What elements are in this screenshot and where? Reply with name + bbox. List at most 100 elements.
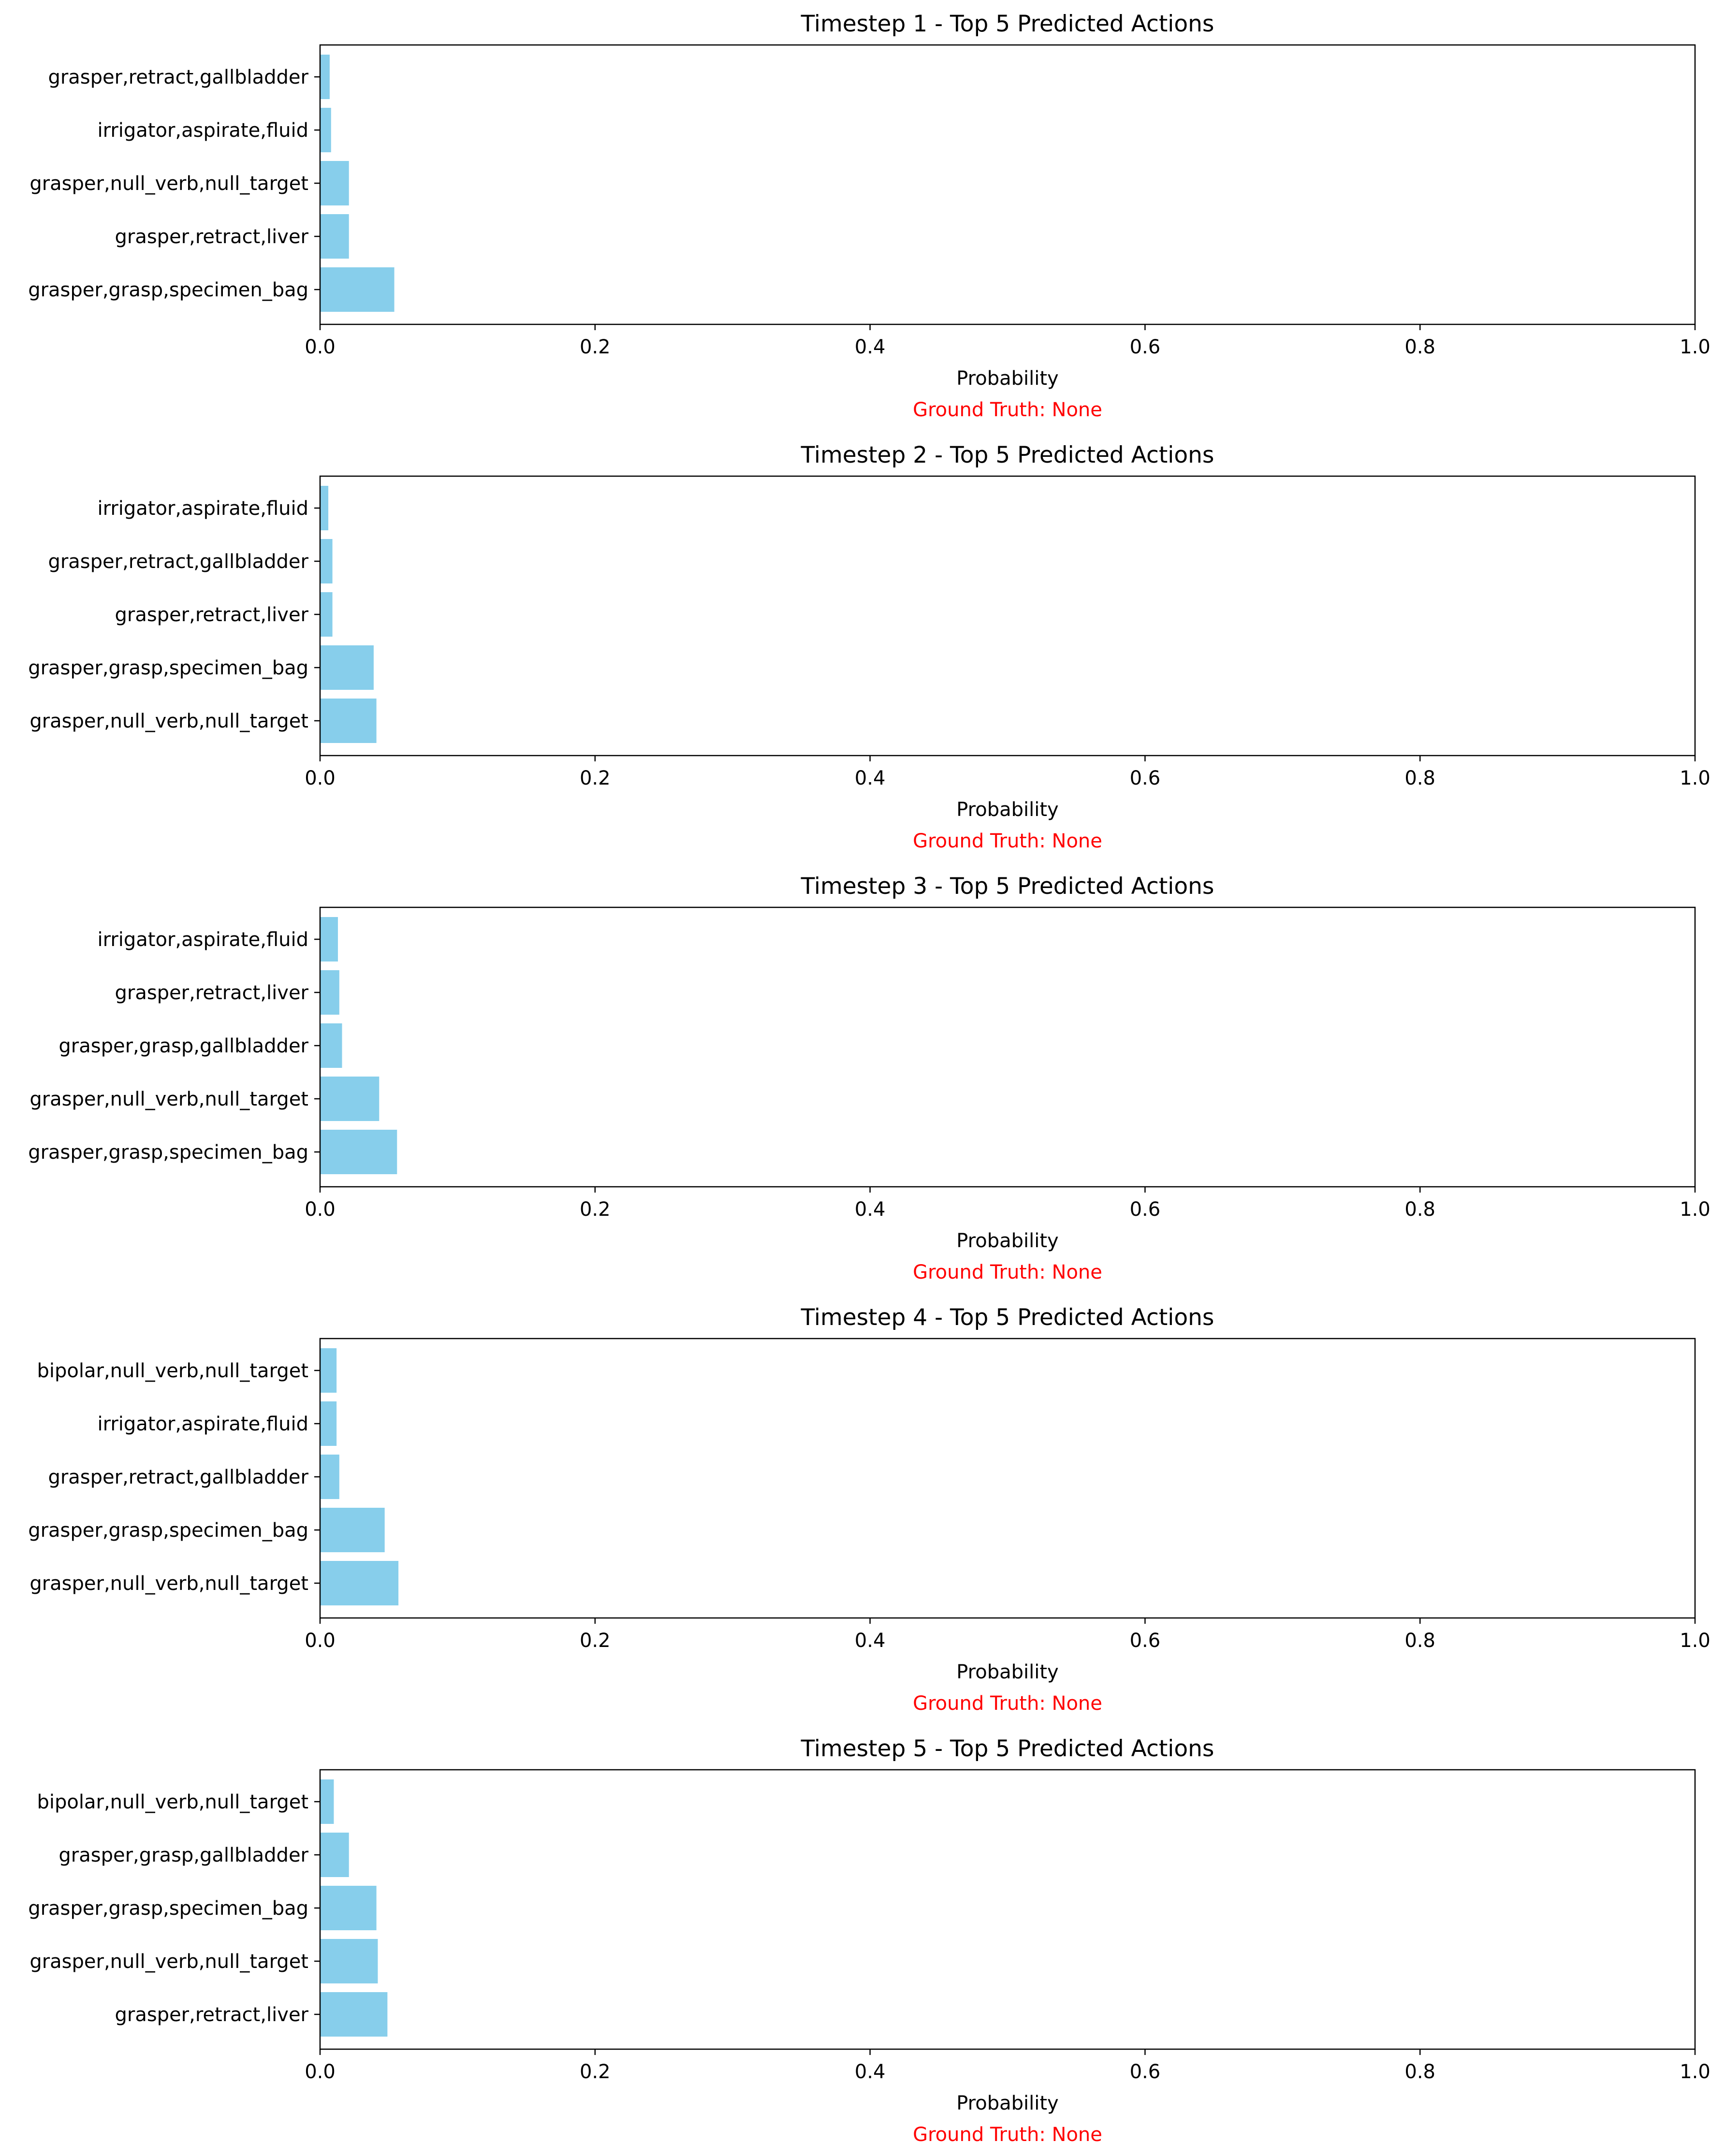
ground-truth-annotation: Ground Truth: None: [913, 399, 1102, 421]
x-tick-label: 0.8: [1404, 1630, 1435, 1652]
y-tick-label: grasper,retract,liver: [115, 226, 308, 248]
y-tick-label: grasper,retract,liver: [115, 2004, 308, 2026]
x-tick-label: 0.2: [580, 2061, 611, 2083]
x-tick-label: 0.6: [1130, 336, 1161, 358]
ground-truth-annotation: Ground Truth: None: [913, 2124, 1102, 2146]
axes-frame: [319, 475, 1696, 757]
x-tick-label: 0.4: [855, 1630, 886, 1652]
y-tick-label: bipolar,null_verb,null_target: [37, 1791, 308, 1813]
y-tick-label: irrigator,aspirate,fluid: [97, 929, 308, 951]
x-tick-label: 0.8: [1404, 336, 1435, 358]
axes-frame: [319, 1769, 1696, 2050]
bar: [320, 1401, 337, 1446]
x-tick-label: 0.6: [1130, 767, 1161, 789]
bar: [320, 1779, 334, 1824]
y-tick-label: irrigator,aspirate,fluid: [97, 1413, 308, 1435]
x-tick-label: 0.6: [1130, 2061, 1161, 2083]
x-tick-label: 0.2: [580, 1630, 611, 1652]
x-tick-label: 0.0: [305, 2061, 336, 2083]
x-tick-label: 1.0: [1680, 767, 1710, 789]
bar: [320, 699, 377, 743]
x-tick-label: 0.0: [305, 336, 336, 358]
bar: [320, 55, 330, 99]
x-tick-label: 1.0: [1680, 336, 1710, 358]
x-tick-label: 0.6: [1130, 1630, 1161, 1652]
x-tick-label: 1.0: [1680, 1630, 1710, 1652]
x-tick-label: 0.0: [305, 1630, 336, 1652]
y-tick-label: grasper,grasp,gallbladder: [58, 1035, 308, 1057]
y-tick-label: grasper,retract,gallbladder: [48, 66, 308, 88]
y-tick-label: grasper,null_verb,null_target: [29, 1088, 308, 1110]
y-tick-label: grasper,null_verb,null_target: [29, 710, 308, 732]
bar: [320, 214, 349, 259]
bar: [320, 539, 333, 583]
y-tick-label: irrigator,aspirate,fluid: [97, 119, 308, 142]
bar: [320, 1833, 349, 1877]
bar: [320, 267, 395, 312]
bar: [320, 1992, 388, 2037]
x-tick-label: 0.0: [305, 767, 336, 789]
x-tick-label: 0.6: [1130, 1198, 1161, 1221]
bar: [320, 108, 331, 152]
chart-title: Timestep 5 - Top 5 Predicted Actions: [801, 1735, 1214, 1762]
bar: [320, 917, 338, 961]
x-axis-label: Probability: [956, 799, 1058, 821]
bar: [320, 1886, 377, 1930]
x-axis-label: Probability: [956, 367, 1058, 390]
x-tick-label: 0.8: [1404, 2061, 1435, 2083]
x-tick-label: 0.4: [855, 2061, 886, 2083]
x-tick-label: 0.8: [1404, 767, 1435, 789]
x-tick-label: 0.4: [855, 1198, 886, 1221]
axes-frame: [319, 1338, 1696, 1619]
bar: [320, 161, 349, 205]
y-tick-label: grasper,retract,liver: [115, 982, 308, 1004]
chart-title: Timestep 2 - Top 5 Predicted Actions: [801, 442, 1214, 468]
bar: [320, 1348, 337, 1393]
bar: [320, 970, 339, 1015]
x-axis-label: Probability: [956, 1230, 1058, 1252]
bar: [320, 1455, 339, 1499]
ground-truth-annotation: Ground Truth: None: [913, 1261, 1102, 1283]
ground-truth-annotation: Ground Truth: None: [913, 1692, 1102, 1715]
x-tick-label: 0.2: [580, 1198, 611, 1221]
bar: [320, 1939, 378, 1983]
x-tick-label: 0.8: [1404, 1198, 1435, 1221]
bar: [320, 1023, 342, 1068]
chart-title: Timestep 3 - Top 5 Predicted Actions: [801, 873, 1214, 900]
y-tick-label: grasper,null_verb,null_target: [29, 1573, 308, 1595]
bar: [320, 1130, 397, 1174]
y-tick-label: grasper,null_verb,null_target: [29, 1951, 308, 1973]
x-tick-label: 0.4: [855, 336, 886, 358]
axes-frame: [319, 906, 1696, 1188]
bar: [320, 1077, 380, 1121]
x-axis-label: Probability: [956, 1661, 1058, 1683]
x-axis-label: Probability: [956, 2092, 1058, 2114]
chart-panel-4: Timestep 4 - Top 5 Predicted Actions gras…: [28, 1304, 1710, 1715]
y-tick-label: grasper,grasp,specimen_bag: [28, 1141, 308, 1164]
x-tick-label: 1.0: [1680, 2061, 1710, 2083]
x-tick-label: 0.4: [855, 767, 886, 789]
x-tick-label: 0.2: [580, 767, 611, 789]
y-tick-label: grasper,retract,gallbladder: [48, 1466, 308, 1488]
bar: [320, 645, 374, 690]
x-tick-label: 0.2: [580, 336, 611, 358]
chart-panel-3: Timestep 3 - Top 5 Predicted Actions gras…: [28, 873, 1710, 1283]
bar: [320, 1508, 385, 1552]
chart-title: Timestep 4 - Top 5 Predicted Actions: [801, 1304, 1214, 1331]
y-tick-label: grasper,grasp,specimen_bag: [28, 1897, 308, 1920]
y-tick-label: grasper,grasp,specimen_bag: [28, 657, 308, 679]
y-tick-label: grasper,grasp,specimen_bag: [28, 1519, 308, 1542]
x-tick-label: 1.0: [1680, 1198, 1710, 1221]
x-tick-label: 0.0: [305, 1198, 336, 1221]
chart-title: Timestep 1 - Top 5 Predicted Actions: [801, 11, 1214, 37]
chart-panel-1: Timestep 1 - Top 5 Predicted Actions gras…: [28, 11, 1710, 421]
y-tick-label: grasper,grasp,gallbladder: [58, 1844, 308, 1866]
bar: [320, 592, 333, 637]
y-tick-label: grasper,grasp,specimen_bag: [28, 279, 308, 301]
bar: [320, 1561, 399, 1605]
bar: [320, 486, 329, 530]
chart-panel-5: Timestep 5 - Top 5 Predicted Actions gras…: [28, 1735, 1710, 2146]
y-tick-label: bipolar,null_verb,null_target: [37, 1360, 308, 1382]
y-tick-label: grasper,null_verb,null_target: [29, 173, 308, 195]
